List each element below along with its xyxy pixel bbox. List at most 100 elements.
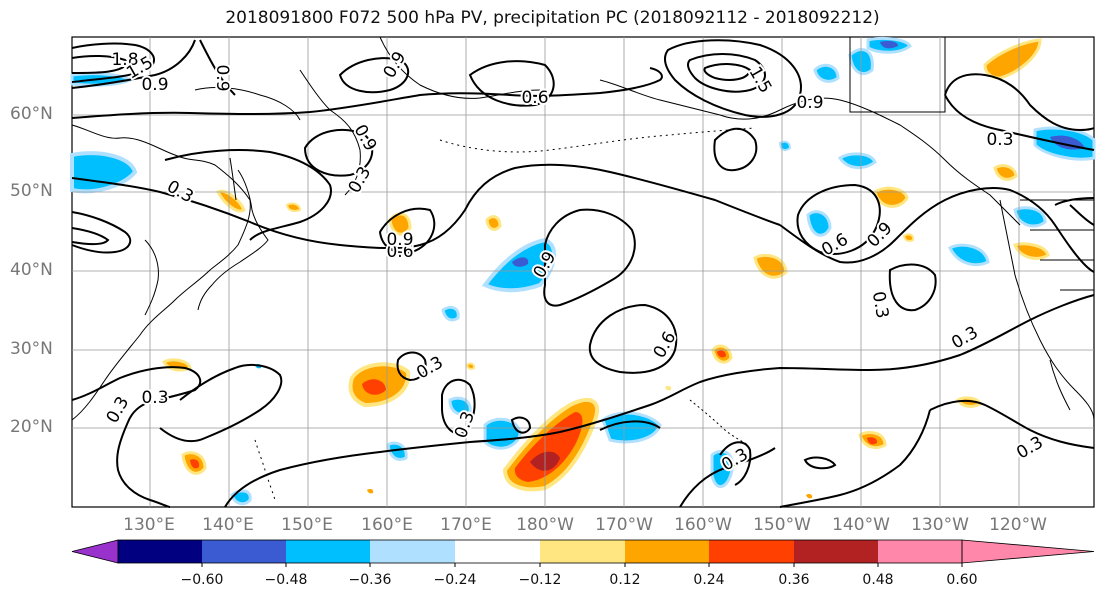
colorbar-tick-label: −0.36 [348, 572, 392, 588]
lat-label: 20°N [10, 417, 53, 437]
contour-line [779, 187, 1095, 273]
contour-line [703, 63, 752, 81]
contour-line [686, 53, 766, 93]
contour-line [599, 420, 661, 431]
coastline-korea [144, 239, 159, 316]
coastline-japan [197, 169, 269, 311]
coastline-asia [71, 124, 251, 421]
contour-line [944, 73, 1095, 132]
lat-label: 40°N [10, 260, 53, 280]
contour-line [929, 399, 1095, 449]
contour-line [71, 39, 196, 89]
lon-label: 140°W [832, 515, 890, 535]
neg-blob [837, 152, 877, 169]
pos-blob-core [514, 412, 583, 482]
contour-line [441, 378, 476, 435]
neg-blob [230, 489, 252, 506]
contour-line [543, 208, 636, 307]
colorbar-swatch [794, 540, 878, 563]
neg-blob [483, 417, 522, 450]
contour-line [71, 54, 128, 74]
pos-blob [665, 386, 672, 391]
contour-label: 0.3 [141, 388, 168, 408]
contour-label: 0.9 [386, 230, 413, 250]
contour-line [71, 163, 781, 250]
coastline-micronesia [254, 439, 276, 501]
neg-blob [448, 396, 472, 416]
contour-line [224, 294, 1095, 508]
lon-label: 160°W [674, 515, 732, 535]
contour-line [71, 42, 155, 83]
lon-label: 150°W [753, 515, 811, 535]
contour-line [159, 363, 283, 443]
coastline-sakhalin [229, 157, 237, 201]
border-states [1030, 229, 1094, 291]
colorbar-swatch [118, 540, 202, 563]
neg-blob [806, 210, 832, 237]
neg-blob [601, 411, 662, 444]
pos-blob-core [717, 350, 726, 358]
pos-blob [285, 202, 302, 212]
colorbar-tick-label: −0.48 [264, 572, 308, 588]
colorbar-swatch [540, 540, 625, 563]
colorbar-swatch [286, 540, 370, 563]
precip-shading [70, 36, 1096, 506]
contour-line [588, 303, 678, 374]
contour-label: 0.3 [868, 290, 892, 320]
colorbar-tick-label: 0.60 [946, 572, 978, 588]
contour-line [719, 441, 752, 486]
neg-blob [1013, 206, 1047, 228]
colorbar-tick-label: −0.12 [518, 572, 562, 588]
contour-line [713, 127, 758, 172]
contour-label: 0.9 [796, 93, 823, 113]
colorbar-tick-label: 0.24 [693, 572, 725, 588]
lon-label: 170°W [595, 515, 653, 535]
colorbar-tick-label: −0.24 [433, 572, 477, 588]
lon-label: 130°E [123, 515, 175, 535]
neg-blob [441, 305, 460, 322]
border-canada-us [849, 37, 946, 113]
contour-label: 1.8 [111, 50, 138, 70]
coastline-hawaii [689, 399, 749, 446]
lon-label: 130°W [911, 515, 969, 535]
coastline-okhotsk [194, 87, 301, 121]
contour-line [71, 227, 110, 246]
contour-line [396, 351, 427, 382]
contour-line [944, 94, 1095, 151]
colorbar-swatch [878, 540, 962, 563]
contour-label: 0.9 [141, 75, 168, 95]
colorbar-swatch [625, 540, 709, 563]
pos-blob [902, 233, 915, 242]
colorbar-swatch [202, 540, 286, 563]
lat-label: 50°N [10, 181, 53, 201]
colorbar-tick-label: 0.12 [609, 572, 641, 588]
contour-line [803, 456, 837, 470]
colorbar [71, 539, 1095, 567]
lon-label: 160°E [361, 515, 413, 535]
contour-line [71, 366, 202, 508]
colorbar-swatch [370, 540, 455, 563]
pos-blob [993, 164, 1018, 181]
pos-blob [806, 494, 813, 499]
pos-blob [367, 489, 374, 494]
contour-label: 0.3 [986, 130, 1013, 150]
contour-line [679, 447, 776, 508]
map-title: 2018091800 F072 500 hPa PV, precipitatio… [225, 8, 880, 28]
contour-line [378, 207, 436, 254]
neg-blob-core [512, 257, 529, 267]
colorbar-tick-label: −0.60 [180, 572, 224, 588]
colorbar-tick-label: 0.48 [862, 572, 894, 588]
contour-line [510, 416, 532, 434]
coastline-siberia [379, 36, 541, 99]
pv-contours [71, 39, 1095, 508]
pos-blob-core [867, 437, 878, 445]
colorbar-swatch [709, 540, 794, 563]
contour-label: 0.9 [212, 64, 232, 91]
colorbar-extend-high [961, 539, 1095, 564]
neg-blob [70, 151, 138, 194]
contour-line [164, 149, 332, 241]
neg-blob [813, 63, 840, 83]
contour-line [1054, 197, 1095, 206]
contour-line [468, 60, 555, 107]
